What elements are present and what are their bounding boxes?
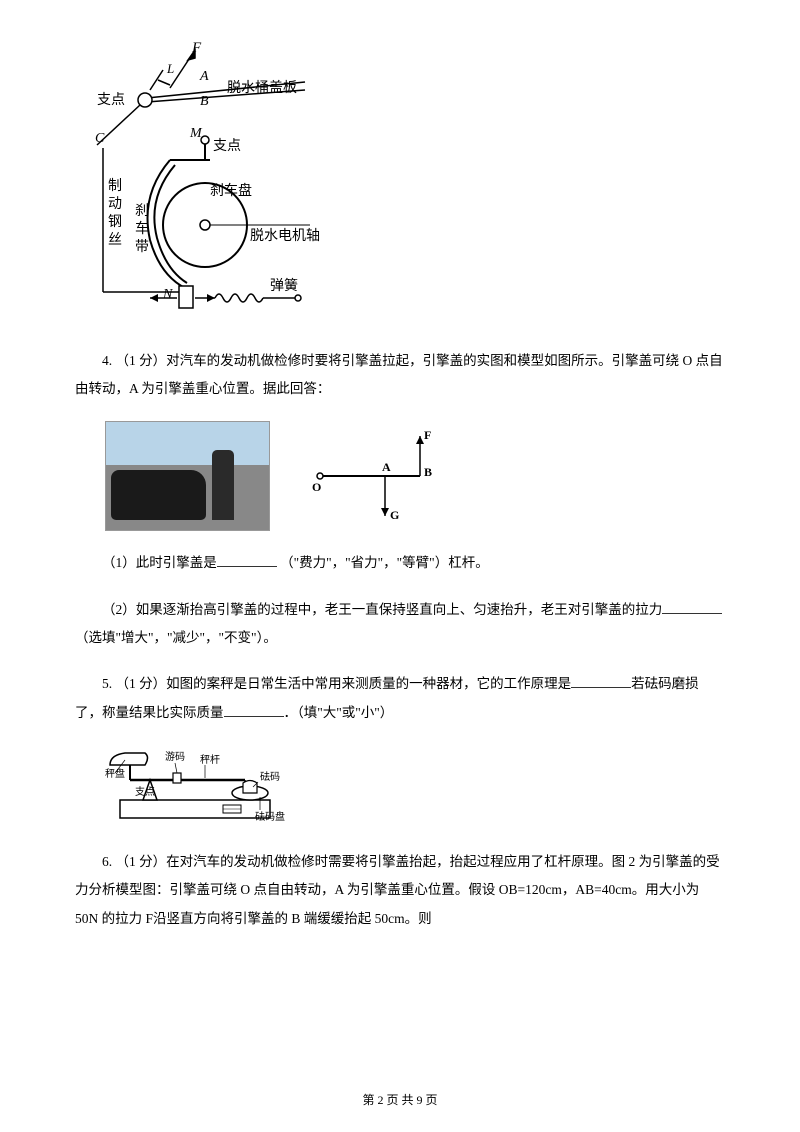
q4-sub1-prefix: （1）此时引擎盖是	[102, 555, 217, 570]
scale-beam: 秤杆	[200, 754, 220, 766]
label-belt-2: 车	[135, 220, 149, 237]
question-6-stem: 6. （1 分）在对汽车的发动机做检修时需要将引擎盖抬起，抬起过程应用了杠杆原理…	[75, 848, 725, 933]
label-lid: 脱水桶盖板	[227, 80, 297, 96]
blank-input[interactable]	[217, 554, 277, 568]
car-photo	[105, 421, 270, 531]
q4-points: （1 分）	[116, 353, 167, 368]
label-wire-1: 制	[108, 178, 122, 194]
scale-pan: 秤盘	[105, 767, 125, 780]
label-F: F	[191, 40, 202, 56]
q4-figures: F O A B G	[105, 421, 725, 531]
balance-scale-diagram: 秤盘 游码 秤杆 支点 砝码 砝码盘	[105, 745, 285, 830]
lever-model-diagram: F O A B G	[310, 421, 440, 531]
model-O: O	[312, 480, 321, 494]
model-B: B	[424, 465, 432, 479]
label-disc: 刹车盘	[210, 182, 252, 199]
label-M: M	[189, 126, 203, 141]
car-silhouette	[111, 470, 206, 520]
scale-weight-pan: 砝码盘	[255, 810, 285, 823]
question-5-stem: 5. （1 分）如图的案秤是日常生活中常用来测质量的一种器材，它的工作原理是若砝…	[75, 670, 725, 727]
q6-number: 6.	[102, 854, 112, 869]
scale-fulcrum: 支点	[135, 786, 155, 798]
q5-prefix: 如图的案秤是日常生活中常用来测质量的一种器材，它的工作原理是	[166, 676, 571, 691]
label-A: A	[199, 69, 209, 84]
q6-text: 在对汽车的发动机做检修时需要将引擎盖抬起，抬起过程应用了杠杆原理。图 2 为引擎…	[75, 854, 720, 926]
label-N: N	[162, 287, 173, 302]
model-A: A	[382, 460, 391, 474]
label-wire-2: 动	[108, 196, 122, 212]
model-F: F	[424, 428, 431, 442]
label-belt-3: 带	[135, 239, 149, 255]
question-4-stem: 4. （1 分）对汽车的发动机做检修时要将引擎盖拉起，引擎盖的实图和模型如图所示…	[75, 347, 725, 404]
label-shaft: 脱水电机轴	[250, 228, 320, 244]
model-G: G	[390, 508, 399, 522]
blank-input[interactable]	[224, 703, 284, 717]
label-B: B	[200, 94, 209, 109]
page-footer: 第 2 页 共 9 页	[0, 1089, 800, 1112]
label-L: L	[166, 61, 174, 76]
label-fulcrum1: 支点	[97, 92, 125, 108]
q6-points: （1 分）	[116, 854, 167, 869]
q4-sub2-suffix: （选填"增大"，"减少"，"不变"）。	[75, 630, 277, 645]
q4-sub2-prefix: （2）如果逐渐抬高引擎盖的过程中，老王一直保持竖直向上、匀速抬升，老王对引擎盖的…	[102, 602, 662, 617]
label-spring: 弹簧	[270, 278, 298, 294]
label-C: C	[95, 131, 105, 146]
q4-sub1-suffix: （"费力"，"省力"，"等臂"）杠杆。	[280, 555, 489, 570]
figure-washing-machine-brake: F L A B 支点 脱水桶盖板 C 制 动 钢 丝 M 支点 刹 车 带 刹车…	[95, 40, 725, 329]
q5-number: 5.	[102, 676, 112, 691]
scale-weight: 砝码	[260, 770, 280, 783]
blank-input[interactable]	[662, 600, 722, 614]
q5-points: （1 分）	[116, 676, 167, 691]
diagram-svg: F L A B 支点 脱水桶盖板 C 制 动 钢 丝 M 支点 刹 车 带 刹车…	[95, 40, 325, 320]
q4-sub1: （1）此时引擎盖是 （"费力"，"省力"，"等臂"）杠杆。	[75, 549, 725, 577]
q4-text: 对汽车的发动机做检修时要将引擎盖拉起，引擎盖的实图和模型如图所示。引擎盖可绕 O…	[75, 353, 723, 396]
person-silhouette	[212, 450, 234, 520]
q5-suffix: ．（填"大"或"小"）	[284, 705, 394, 720]
label-wire-3: 钢	[108, 214, 122, 230]
q4-number: 4.	[102, 353, 112, 368]
scale-slider: 游码	[165, 750, 185, 763]
label-belt-1: 刹	[135, 203, 149, 219]
label-fulcrum2: 支点	[213, 138, 241, 154]
q4-sub2: （2）如果逐渐抬高引擎盖的过程中，老王一直保持竖直向上、匀速抬升，老王对引擎盖的…	[75, 596, 725, 653]
blank-input[interactable]	[571, 675, 631, 689]
label-wire-4: 丝	[108, 232, 122, 248]
